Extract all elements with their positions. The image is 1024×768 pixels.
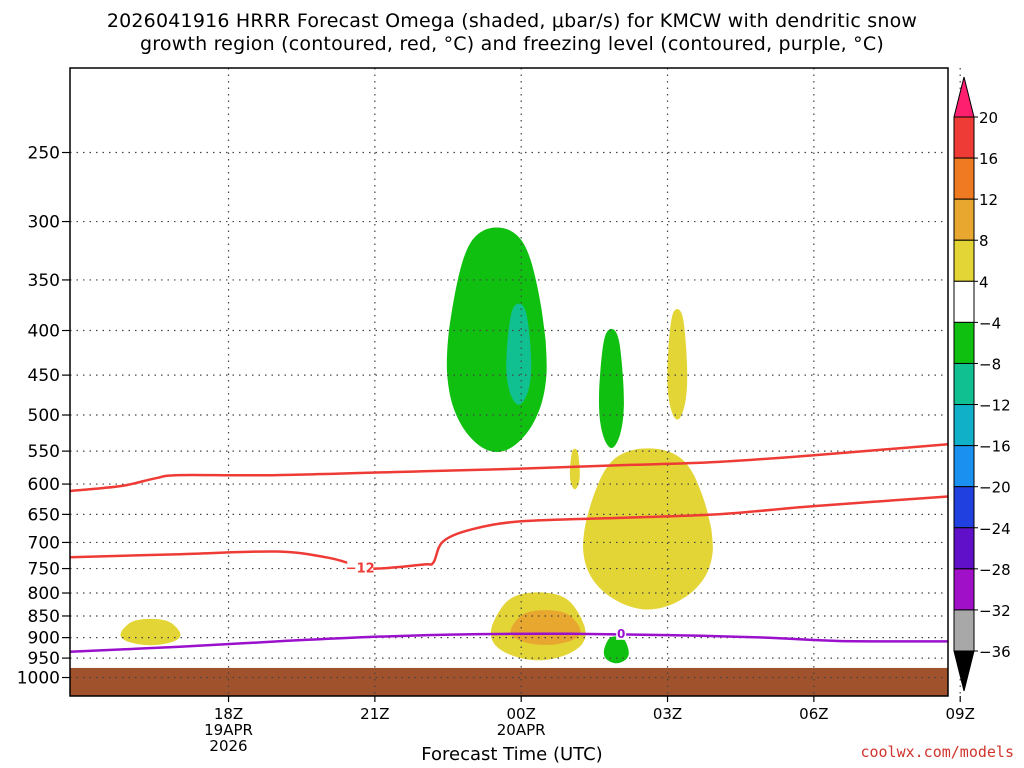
colorbar-band xyxy=(953,568,975,611)
dgz-contour xyxy=(69,495,949,570)
contour-layer: −12 0 xyxy=(69,442,949,653)
colorbar-label: −28 xyxy=(979,561,1011,579)
omega-region xyxy=(603,636,629,664)
x-tick-label: 06Z xyxy=(799,705,828,723)
colorbar-label: 12 xyxy=(979,191,998,209)
omega-region xyxy=(667,309,688,420)
colorbar-band xyxy=(953,157,975,200)
colorbar-label: −32 xyxy=(979,602,1011,620)
omega-region xyxy=(510,610,581,645)
dgz-contour xyxy=(69,442,949,493)
colorbar-label: −12 xyxy=(979,397,1011,415)
y-tick-label: 350 xyxy=(28,271,60,291)
omega-region xyxy=(506,303,532,405)
colorbar-band xyxy=(953,527,975,570)
y-tick-label: 450 xyxy=(28,366,60,386)
contour-label: −12 xyxy=(346,562,375,577)
colorbar-label: 20 xyxy=(979,109,998,127)
colorbar: 20 16 12 8 4 −4 −8 −12 −16 −20 −24 −28 −32 −36 xyxy=(953,76,1011,692)
omega-region xyxy=(598,328,624,448)
y-tick-label: 750 xyxy=(28,560,60,580)
freezing-label-bg xyxy=(616,626,627,640)
omega-region xyxy=(583,448,713,610)
y-tick-label: 400 xyxy=(28,322,60,342)
y-tick-label: 600 xyxy=(28,475,60,495)
y-tick-label: 300 xyxy=(28,213,60,233)
colorbar-label: 8 xyxy=(979,232,989,250)
x-tick-label: 21Z xyxy=(360,705,389,723)
y-tick-label: 850 xyxy=(28,607,60,627)
chart-title-line2: growth region (contoured, red, °C) and f… xyxy=(140,33,884,55)
colorbar-bottom-arrow xyxy=(953,650,975,692)
y-tick-label: 500 xyxy=(28,406,60,426)
y-tick-label: 950 xyxy=(28,649,60,669)
colorbar-label: 16 xyxy=(979,150,998,168)
freezing-level-contour xyxy=(69,632,949,653)
colorbar-label: 4 xyxy=(979,273,989,291)
x-axis-title: Forecast Time (UTC) xyxy=(421,744,603,765)
colorbar-label: −20 xyxy=(979,479,1011,497)
x-tick-label: 09Z xyxy=(946,705,975,723)
y-tick-label: 1000 xyxy=(17,669,60,689)
ground-surface xyxy=(70,667,948,696)
colorbar-band xyxy=(953,280,975,323)
y-tick-label: 700 xyxy=(28,533,60,553)
x-tick-label: 03Z xyxy=(653,705,682,723)
colorbar-band xyxy=(953,321,975,364)
contour-label-bg xyxy=(347,559,374,576)
y-tick-label: 650 xyxy=(28,505,60,525)
colorbar-label: −8 xyxy=(979,355,1001,373)
colorbar-band xyxy=(953,404,975,447)
colorbar-label: −36 xyxy=(979,643,1011,661)
credit-link[interactable]: coolwx.com/models xyxy=(860,743,1014,761)
y-tick-label: 550 xyxy=(28,442,60,462)
colorbar-band xyxy=(953,239,975,282)
colorbar-label: −24 xyxy=(979,520,1011,538)
colorbar-band xyxy=(953,445,975,488)
colorbar-band xyxy=(953,486,975,529)
colorbar-label: −4 xyxy=(979,314,1001,332)
y-tick-label: 900 xyxy=(28,629,60,649)
colorbar-band xyxy=(953,198,975,241)
plot-border xyxy=(69,67,949,697)
colorbar-band xyxy=(953,362,975,406)
x-tick-label: 18Z xyxy=(214,705,243,723)
colorbar-label: −16 xyxy=(979,438,1011,456)
x-tick-year: 2026 xyxy=(209,737,247,755)
x-tick-label: 00Z xyxy=(507,705,536,723)
x-tick-date: 19APR xyxy=(204,721,253,739)
y-tick-label: 800 xyxy=(28,584,60,604)
y-axis: 2503003504004505005506006507007508008509… xyxy=(17,144,70,689)
colorbar-band xyxy=(953,609,975,652)
omega-region xyxy=(120,618,181,646)
y-tick-label: 250 xyxy=(28,144,60,164)
freezing-label: 0 xyxy=(617,627,625,641)
omega-region xyxy=(569,448,580,490)
x-tick-date: 20APR xyxy=(497,721,546,739)
colorbar-band xyxy=(953,116,975,159)
chart-title-line1: 2026041916 HRRR Forecast Omega (shaded, … xyxy=(106,10,918,32)
plot-frame xyxy=(69,67,949,697)
colorbar-top-arrow xyxy=(953,76,975,118)
